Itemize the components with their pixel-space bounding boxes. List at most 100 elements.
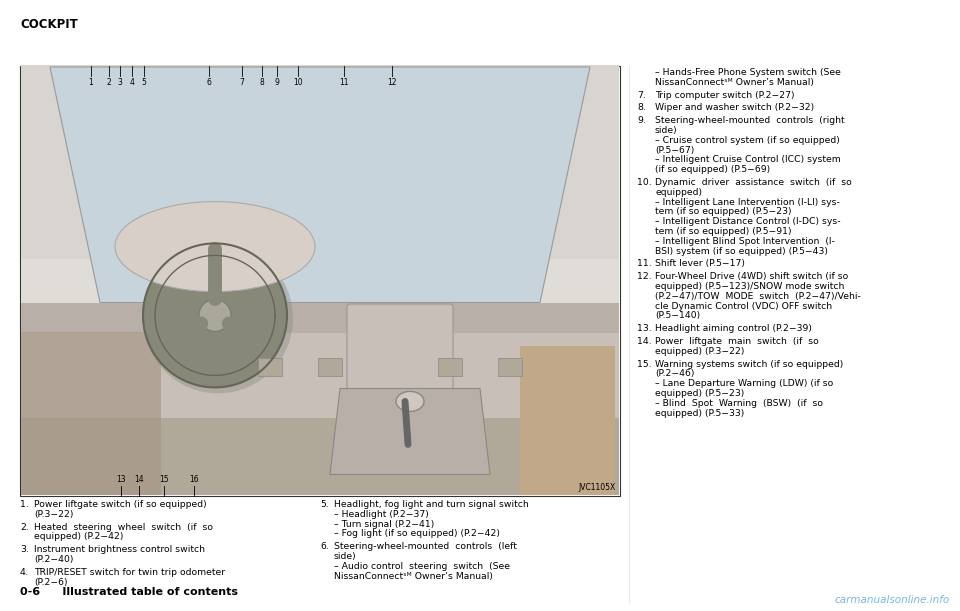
Text: – Intelligent Lane Intervention (I‑LI) sys-: – Intelligent Lane Intervention (I‑LI) s… <box>655 197 840 207</box>
Text: BSI) system (if so equipped) (P.5−43): BSI) system (if so equipped) (P.5−43) <box>655 247 828 255</box>
Text: COCKPIT: COCKPIT <box>20 18 78 31</box>
Text: 3.: 3. <box>20 545 29 554</box>
Text: Steering-wheel-mounted  controls  (left: Steering-wheel-mounted controls (left <box>334 542 516 551</box>
Text: 8.: 8. <box>637 103 646 112</box>
Text: 5.: 5. <box>320 500 328 509</box>
Text: – Intelligent Distance Control (I‑DC) sys-: – Intelligent Distance Control (I‑DC) sy… <box>655 217 841 226</box>
Text: JVC1105X: JVC1105X <box>579 483 616 492</box>
Text: Warning systems switch (if so equipped): Warning systems switch (if so equipped) <box>655 360 843 368</box>
Text: tem (if so equipped) (P.5−91): tem (if so equipped) (P.5−91) <box>655 227 791 236</box>
Bar <box>20 66 620 496</box>
Bar <box>498 357 522 376</box>
Polygon shape <box>330 389 490 475</box>
Text: tem (if so equipped) (P.5−23): tem (if so equipped) (P.5−23) <box>655 207 791 216</box>
FancyBboxPatch shape <box>347 304 453 390</box>
Text: 2: 2 <box>107 78 111 87</box>
Text: equipped) (P.3−22): equipped) (P.3−22) <box>655 347 744 356</box>
Text: – Lane Departure Warning (LDW) (if so: – Lane Departure Warning (LDW) (if so <box>655 379 833 388</box>
Text: Headlight aiming control (P.2−39): Headlight aiming control (P.2−39) <box>655 324 812 333</box>
Text: 13: 13 <box>116 475 126 484</box>
Text: 7.: 7. <box>637 90 646 100</box>
Text: (P.2−40): (P.2−40) <box>34 555 73 564</box>
Text: 0-6  Illustrated table of contents: 0-6 Illustrated table of contents <box>20 587 238 597</box>
Polygon shape <box>21 332 619 419</box>
Text: – Cruise control system (if so equipped): – Cruise control system (if so equipped) <box>655 136 840 145</box>
Bar <box>21 417 619 495</box>
Text: 10: 10 <box>293 78 302 87</box>
Text: 12: 12 <box>387 78 396 87</box>
Text: Four-Wheel Drive (4WD) shift switch (if so: Four-Wheel Drive (4WD) shift switch (if … <box>655 272 849 281</box>
Text: TRIP/RESET switch for twin trip odometer: TRIP/RESET switch for twin trip odometer <box>34 568 226 577</box>
Text: equipped) (P.5−23): equipped) (P.5−23) <box>655 389 744 398</box>
Text: – Fog light (if so equipped) (P.2−42): – Fog light (if so equipped) (P.2−42) <box>334 529 500 538</box>
Text: equipped) (P.5−123)/SNOW mode switch: equipped) (P.5−123)/SNOW mode switch <box>655 282 845 291</box>
Text: 14: 14 <box>134 475 144 484</box>
Text: (P.2−6): (P.2−6) <box>34 577 67 587</box>
Text: 15.: 15. <box>637 360 652 368</box>
Text: (P.2−47)/TOW  MODE  switch  (P.2−47)/Vehi-: (P.2−47)/TOW MODE switch (P.2−47)/Vehi- <box>655 292 861 301</box>
Polygon shape <box>21 302 619 332</box>
Text: Power liftgate switch (if so equipped): Power liftgate switch (if so equipped) <box>34 500 206 509</box>
Text: equipped) (P.2−42): equipped) (P.2−42) <box>34 532 124 541</box>
Text: Headlight, fog light and turn signal switch: Headlight, fog light and turn signal swi… <box>334 500 529 509</box>
Text: 5: 5 <box>142 78 147 87</box>
Text: 15: 15 <box>159 475 169 484</box>
Bar <box>21 258 619 495</box>
Text: Dynamic  driver  assistance  switch  (if  so: Dynamic driver assistance switch (if so <box>655 178 852 187</box>
Bar <box>21 332 161 495</box>
Text: – Intelligent Blind Spot Intervention  (I-: – Intelligent Blind Spot Intervention (I… <box>655 237 835 246</box>
Text: Steering-wheel-mounted  controls  (right: Steering-wheel-mounted controls (right <box>655 116 845 125</box>
Text: – Audio control  steering  switch  (See: – Audio control steering switch (See <box>334 562 510 571</box>
Text: 13.: 13. <box>637 324 652 333</box>
Text: cle Dynamic Control (VDC) OFF switch: cle Dynamic Control (VDC) OFF switch <box>655 302 832 310</box>
Text: 6.: 6. <box>320 542 328 551</box>
Text: (P.5−67): (P.5−67) <box>655 145 694 155</box>
Text: – Hands-Free Phone System switch (See: – Hands-Free Phone System switch (See <box>655 68 841 77</box>
Text: 1.: 1. <box>20 500 29 509</box>
Bar <box>318 357 342 376</box>
Text: 8: 8 <box>259 78 264 87</box>
Text: – Intelligent Cruise Control (ICC) system: – Intelligent Cruise Control (ICC) syste… <box>655 155 841 164</box>
Bar <box>21 65 619 258</box>
Text: (if so equipped) (P.5−69): (if so equipped) (P.5−69) <box>655 165 770 174</box>
Text: 10.: 10. <box>637 178 652 187</box>
Bar <box>258 357 282 376</box>
Ellipse shape <box>115 202 315 291</box>
Text: 4: 4 <box>130 78 134 87</box>
Ellipse shape <box>396 392 424 411</box>
Text: 16: 16 <box>189 475 199 484</box>
Text: equipped): equipped) <box>655 188 702 197</box>
Text: NissanConnectˢᴹ Owner’s Manual): NissanConnectˢᴹ Owner’s Manual) <box>334 572 492 580</box>
Text: equipped) (P.5−33): equipped) (P.5−33) <box>655 409 744 417</box>
Text: (P.5−140): (P.5−140) <box>655 312 700 320</box>
Text: 11: 11 <box>339 78 348 87</box>
Text: 4.: 4. <box>20 568 29 577</box>
Text: – Headlight (P.2−37): – Headlight (P.2−37) <box>334 510 429 519</box>
Text: side): side) <box>655 126 678 135</box>
Text: – Blind  Spot  Warning  (BSW)  (if  so: – Blind Spot Warning (BSW) (if so <box>655 399 823 408</box>
Text: Shift lever (P.5−17): Shift lever (P.5−17) <box>655 260 745 268</box>
Bar <box>438 357 462 376</box>
Text: (P.3−22): (P.3−22) <box>34 510 73 519</box>
Text: 9: 9 <box>275 78 279 87</box>
Text: Power  liftgate  main  switch  (if  so: Power liftgate main switch (if so <box>655 337 819 346</box>
Text: Heated  steering  wheel  switch  (if  so: Heated steering wheel switch (if so <box>34 522 213 532</box>
Text: 1: 1 <box>88 78 93 87</box>
Text: (P.2−46): (P.2−46) <box>655 370 694 378</box>
Polygon shape <box>50 67 590 302</box>
Text: side): side) <box>334 552 356 561</box>
Text: NissanConnectˢᴹ Owner’s Manual): NissanConnectˢᴹ Owner’s Manual) <box>655 78 814 87</box>
Text: 9.: 9. <box>637 116 646 125</box>
Text: 12.: 12. <box>637 272 652 281</box>
Ellipse shape <box>143 243 293 393</box>
Ellipse shape <box>199 299 231 331</box>
Text: 11.: 11. <box>637 260 652 268</box>
Text: – Turn signal (P.2−41): – Turn signal (P.2−41) <box>334 519 434 529</box>
Polygon shape <box>520 345 615 495</box>
Text: Instrument brightness control switch: Instrument brightness control switch <box>34 545 205 554</box>
Text: Trip computer switch (P.2−27): Trip computer switch (P.2−27) <box>655 90 795 100</box>
Text: 6: 6 <box>206 78 211 87</box>
Text: carmanualsonline.info: carmanualsonline.info <box>835 595 950 605</box>
Text: 3: 3 <box>118 78 123 87</box>
Text: 7: 7 <box>240 78 245 87</box>
